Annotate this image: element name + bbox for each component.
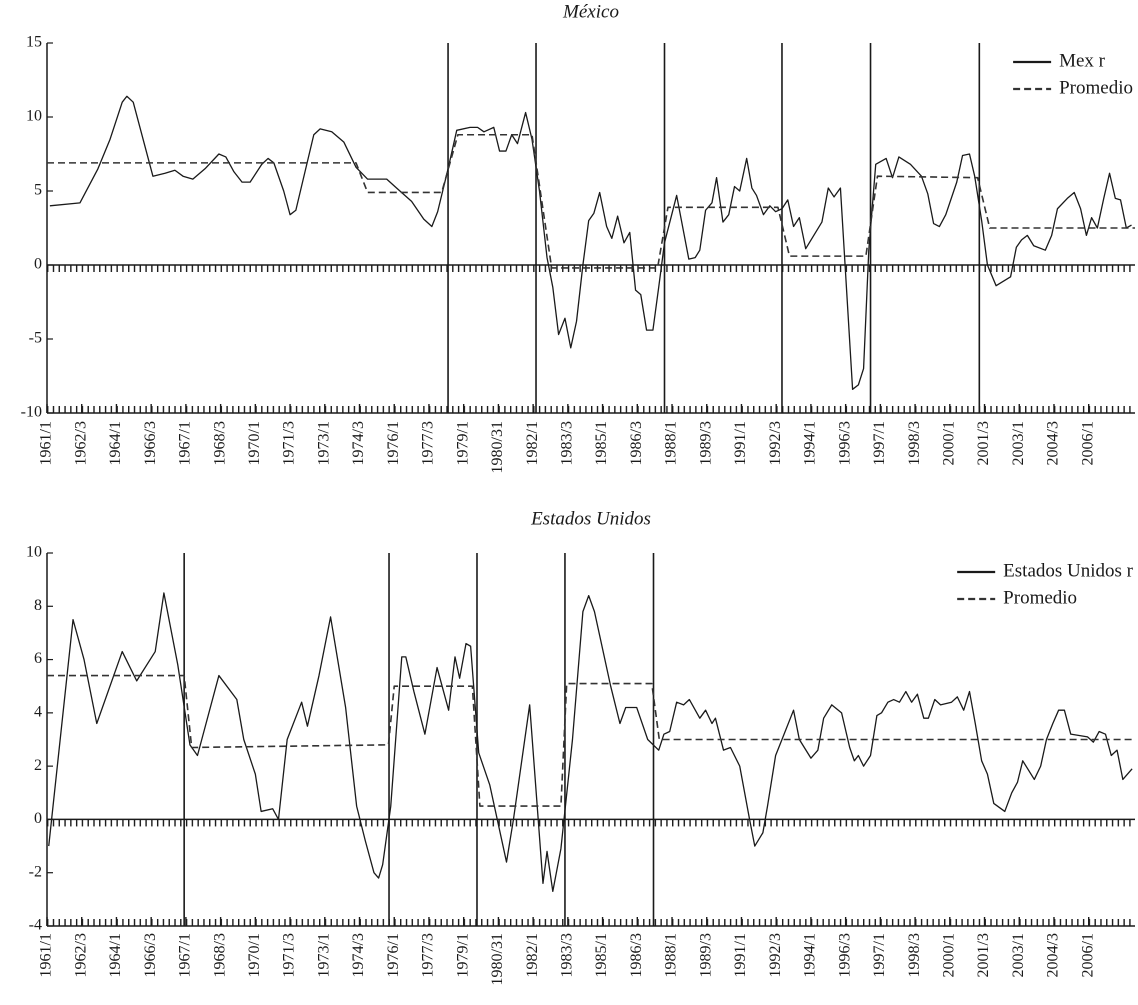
y-tick-label: 15 xyxy=(26,34,42,51)
x-tick-label: 1961/1 xyxy=(38,421,55,465)
x-tick-label: 1970/1 xyxy=(246,933,263,977)
legend-label: Promedio xyxy=(1059,77,1133,98)
x-tick-label: 1971/3 xyxy=(281,421,298,465)
y-tick-label: 6 xyxy=(34,650,42,667)
x-minor-ticks xyxy=(47,919,1135,926)
legend: Estados Unidos r Promedio xyxy=(957,560,1134,608)
y-tick-label: -5 xyxy=(29,330,42,347)
x-tick-label: 1985/1 xyxy=(593,933,610,977)
y-tick-label: -4 xyxy=(29,917,42,934)
x-tick-label: 2003/1 xyxy=(1010,421,1027,465)
x-tick-label: 1979/1 xyxy=(454,933,471,977)
x-tick-label: 1998/3 xyxy=(906,421,923,465)
x-tick-label: 1961/1 xyxy=(38,933,55,977)
legend: Mex r Promedio xyxy=(1013,50,1133,98)
x-tick-label: 1994/1 xyxy=(802,933,819,977)
x-tick-label: 1962/3 xyxy=(72,421,89,465)
x-tick-label: 1968/3 xyxy=(211,421,228,465)
legend-label: Mex r xyxy=(1059,50,1106,71)
x-tick-label: 1967/1 xyxy=(177,933,194,977)
x-minor-ticks xyxy=(47,406,1135,413)
x-tick-label: 2004/3 xyxy=(1045,933,1062,977)
x-tick-label: 1976/1 xyxy=(385,421,402,465)
x-tick-label: 1980/31 xyxy=(489,421,506,473)
x-tick-label: 1986/3 xyxy=(628,421,645,465)
y-tick-label: 0 xyxy=(34,256,42,273)
x-tick-label: 1967/1 xyxy=(177,421,194,465)
x-tick-label: 1977/3 xyxy=(420,933,437,977)
x-tick-label: 1989/3 xyxy=(697,421,714,465)
x-tick-label: 1996/3 xyxy=(836,421,853,465)
x-tick-label: 1979/1 xyxy=(454,421,471,465)
x-tick-label: 1982/1 xyxy=(524,933,541,977)
x-tick-label: 2004/3 xyxy=(1045,421,1062,465)
x-tick-label: 1997/1 xyxy=(871,421,888,465)
x-tick-label: 1985/1 xyxy=(593,421,610,465)
x-tick-label: 1998/3 xyxy=(906,933,923,977)
x-tick-label: 1964/1 xyxy=(107,933,124,977)
x-tick-label: 1962/3 xyxy=(72,933,89,977)
x-tick-label: 1980/31 xyxy=(489,933,506,985)
x-tick-label: 1966/3 xyxy=(142,933,159,977)
y-tick-label: 5 xyxy=(34,182,42,199)
x-tick-label: 1994/1 xyxy=(802,421,819,465)
y-tick-label: 0 xyxy=(34,810,42,827)
zero-line-ticks xyxy=(47,819,1135,827)
x-tick-label: 1973/1 xyxy=(315,933,332,977)
x-tick-label: 1966/3 xyxy=(142,421,159,465)
x-tick-label: 1992/3 xyxy=(767,933,784,977)
y-tick-label: 10 xyxy=(26,544,42,561)
chart-title: Estados Unidos xyxy=(530,508,651,529)
series-line xyxy=(48,592,1133,893)
x-tick-label: 1977/3 xyxy=(420,421,437,465)
series-line xyxy=(47,674,1135,807)
x-tick-label: 2000/1 xyxy=(940,421,957,465)
y-tick-label: 10 xyxy=(26,108,42,125)
x-tick-label: 2006/1 xyxy=(1079,421,1096,465)
x-tick-label: 2003/1 xyxy=(1010,933,1027,977)
y-tick-label: 8 xyxy=(34,597,42,614)
x-tick-label: 1971/3 xyxy=(281,933,298,977)
x-tick-label: 1991/1 xyxy=(732,421,749,465)
legend-label: Promedio xyxy=(1003,587,1077,608)
x-tick-label: 2000/1 xyxy=(940,933,957,977)
x-tick-label: 1996/3 xyxy=(836,933,853,977)
x-tick-label: 1968/3 xyxy=(211,933,228,977)
legend-label: Estados Unidos r xyxy=(1003,560,1134,581)
x-tick-label: 1991/1 xyxy=(732,933,749,977)
x-tick-label: 1992/3 xyxy=(767,421,784,465)
y-tick-label: -10 xyxy=(21,404,42,421)
y-tick-label: 2 xyxy=(34,757,42,774)
x-tick-label: 1974/3 xyxy=(350,933,367,977)
x-tick-label: 1988/1 xyxy=(663,421,680,465)
series-line xyxy=(47,133,1135,269)
x-tick-label: 1989/3 xyxy=(697,933,714,977)
y-tick-label: -2 xyxy=(29,863,42,880)
chart-title: México xyxy=(562,1,619,22)
x-tick-label: 1983/3 xyxy=(559,421,576,465)
x-tick-label: 1982/1 xyxy=(524,421,541,465)
series-line xyxy=(49,95,1132,390)
x-tick-label: 1974/3 xyxy=(350,421,367,465)
x-tick-label: 2001/3 xyxy=(975,421,992,465)
x-tick-label: 1976/1 xyxy=(385,933,402,977)
x-tick-label: 1983/3 xyxy=(559,933,576,977)
x-tick-label: 1986/3 xyxy=(628,933,645,977)
x-tick-label: 1973/1 xyxy=(315,421,332,465)
x-tick-label: 1997/1 xyxy=(871,933,888,977)
x-tick-label: 2006/1 xyxy=(1079,933,1096,977)
x-tick-label: 2001/3 xyxy=(975,933,992,977)
x-tick-label: 1964/1 xyxy=(107,421,124,465)
y-tick-label: 4 xyxy=(34,704,42,721)
x-tick-label: 1988/1 xyxy=(663,933,680,977)
zero-line-ticks xyxy=(47,265,1135,272)
x-tick-label: 1970/1 xyxy=(246,421,263,465)
